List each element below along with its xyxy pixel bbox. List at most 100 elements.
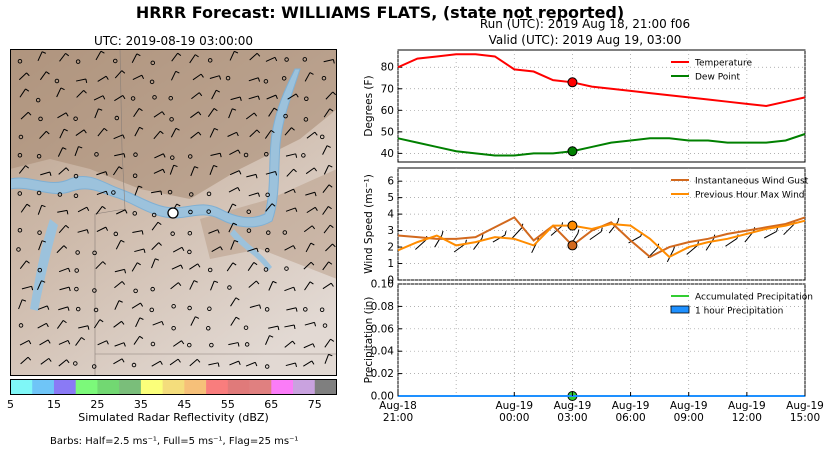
- wind-barb: [113, 320, 125, 328]
- calm-wind-marker: [207, 306, 212, 312]
- wind-barb: [96, 190, 109, 196]
- current-time-marker: [567, 220, 578, 231]
- x-tick-label: Aug-19: [670, 400, 708, 412]
- wind-barb: [228, 187, 241, 193]
- barbs-legend-note: Barbs: Half=2.5 ms⁻¹, Full=5 ms⁻¹, Flag=…: [50, 436, 299, 447]
- wind-barb: [56, 319, 67, 329]
- calm-wind-marker: [170, 231, 175, 236]
- colorbar-tick-label: 35: [134, 398, 148, 411]
- calm-wind-marker: [187, 154, 193, 159]
- wind-barb: [151, 221, 162, 231]
- wind-barb: [75, 78, 88, 84]
- wind-barb: [75, 129, 87, 136]
- wind-barb: [248, 95, 260, 100]
- legend-label: Temperature: [694, 59, 752, 69]
- calm-wind-marker: [187, 230, 193, 236]
- wind-barb: [284, 286, 296, 292]
- calm-wind-marker: [149, 307, 155, 313]
- wind-barb: [133, 335, 144, 345]
- wind-barb: [95, 205, 106, 215]
- y-axis-label: Precipitation (in): [363, 297, 375, 384]
- wind-barb: [209, 127, 219, 138]
- wind-barb: [75, 337, 85, 346]
- calm-wind-marker: [93, 307, 99, 313]
- wind-barb: [74, 146, 83, 157]
- colorbar-swatch: [184, 379, 207, 395]
- wind-barb: [114, 342, 126, 347]
- wind-barb: [114, 153, 126, 158]
- wind-barb: [323, 59, 335, 64]
- wind-barb: [114, 300, 123, 310]
- wind-barb: [172, 246, 185, 253]
- wind-barb: [59, 286, 71, 292]
- wind-barb: [77, 206, 90, 213]
- series-line: [397, 219, 806, 259]
- valid-time-label: Valid (UTC): 2019 Aug 19, 03:00: [488, 33, 682, 47]
- wind-barb: [37, 322, 49, 329]
- calm-wind-marker: [17, 152, 23, 158]
- wind-barb: [39, 130, 50, 139]
- colorbar-swatch: [10, 379, 33, 395]
- y-axis-label: Wind Speed (ms⁻¹): [363, 174, 375, 274]
- chart-panel-3: 0.00 0.02 0.04 0.06 0.08 0.10 Precipitation (i…: [363, 279, 824, 425]
- calm-wind-marker: [113, 231, 119, 237]
- wind-barb: [57, 209, 69, 215]
- wind-barb: [37, 305, 50, 310]
- calm-wind-marker: [130, 96, 136, 101]
- colorbar-tick-label: 5: [7, 398, 14, 411]
- wind-barb: [324, 338, 335, 348]
- y-tick-label: 5: [387, 192, 394, 204]
- map-frame: [10, 49, 337, 376]
- colorbar-swatch: [271, 379, 294, 395]
- wind-barb: [322, 145, 331, 155]
- y-tick-label: 0.06: [371, 323, 395, 335]
- wind-barb: [132, 74, 145, 81]
- wind-barb: [131, 53, 141, 63]
- wind-barb: [132, 230, 144, 235]
- calm-wind-marker: [319, 307, 325, 312]
- calm-wind-marker: [35, 97, 41, 103]
- y-tick-label: 0: [387, 275, 394, 287]
- wind-barb: [19, 340, 32, 346]
- calm-wind-marker: [225, 75, 231, 81]
- wind-barb: [171, 52, 182, 62]
- wind-barb: [323, 108, 334, 118]
- wind-barb: [284, 245, 296, 251]
- x-tick-label: Aug-19: [495, 400, 533, 412]
- wind-barb: [286, 168, 297, 177]
- x-tick-label: Aug-19: [612, 400, 650, 412]
- wind-barb: [304, 281, 314, 291]
- wind-barb: [322, 261, 333, 271]
- wind-barb: [210, 280, 219, 291]
- calm-wind-marker: [112, 58, 118, 64]
- colorbar-tick-label: 25: [90, 398, 104, 411]
- current-time-marker: [567, 146, 578, 157]
- wind-barb: [37, 280, 46, 291]
- wind-barb: [115, 239, 125, 250]
- calm-wind-marker: [75, 250, 80, 255]
- wind-barb: [151, 258, 160, 269]
- wind-barb: [20, 203, 31, 213]
- wind-barb: [284, 340, 296, 348]
- calm-wind-marker: [227, 285, 232, 290]
- calm-wind-marker: [75, 59, 81, 64]
- calm-wind-marker: [132, 211, 137, 216]
- x-tick-label: Aug-19: [786, 400, 824, 412]
- wind-barb: [113, 166, 123, 176]
- wind-barb: [169, 164, 178, 175]
- calm-wind-marker: [322, 323, 328, 328]
- colorbar-tick-label: 75: [308, 398, 322, 411]
- x-tick-label: 09:00: [674, 412, 704, 424]
- colorbar-swatch: [162, 379, 185, 395]
- wind-barb: [192, 73, 204, 81]
- wind-barb: [284, 188, 296, 194]
- wind-barb: [324, 353, 333, 364]
- wind-barb: [150, 190, 163, 196]
- wind-barb: [226, 262, 237, 272]
- wind-barb: [189, 54, 199, 64]
- wind-barb: [209, 164, 218, 175]
- calm-wind-marker: [168, 95, 173, 101]
- wind-barb: [133, 108, 143, 118]
- plot-area: [397, 167, 806, 281]
- wind-barb: [190, 166, 199, 177]
